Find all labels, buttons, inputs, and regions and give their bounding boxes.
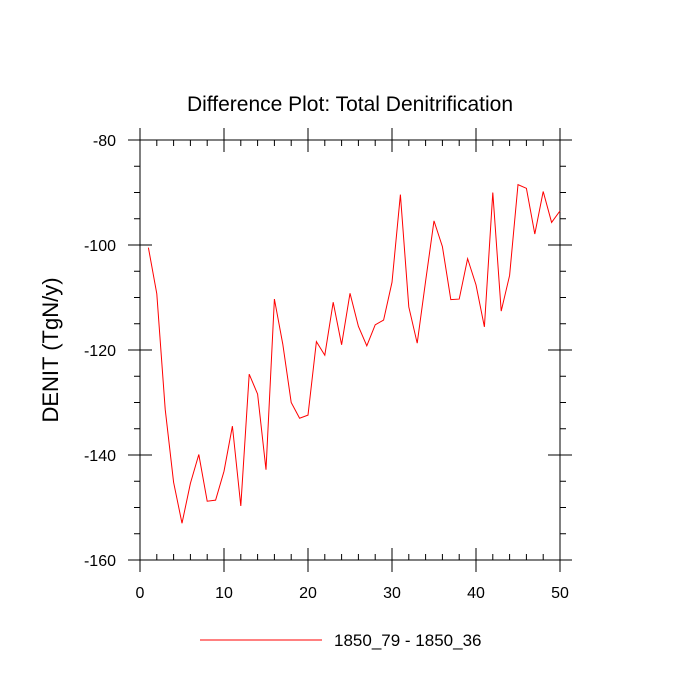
plot-frame — [139, 139, 561, 561]
y-tick-label: -100 — [84, 238, 116, 255]
y-tick-label: -140 — [84, 448, 116, 465]
x-tick-labels: 0 10 20 30 40 50 — [136, 585, 569, 602]
legend: 1850_79 - 1850_36 — [200, 631, 481, 650]
y-major-ticks — [128, 139, 572, 561]
series-line — [147, 183, 561, 524]
y-tick-label: -80 — [93, 133, 116, 150]
y-tick-labels: -160 -140 -120 -100 -80 — [84, 133, 116, 570]
x-minor-ticks — [156, 140, 544, 560]
x-tick-label: 30 — [383, 585, 401, 602]
y-minor-ticks — [134, 165, 566, 535]
y-tick-label: -160 — [84, 553, 116, 570]
x-major-ticks — [139, 128, 561, 572]
x-tick-label: 40 — [467, 585, 485, 602]
legend-label: 1850_79 - 1850_36 — [334, 631, 481, 650]
x-tick-label: 50 — [551, 585, 569, 602]
x-tick-label: 20 — [299, 585, 317, 602]
x-tick-label: 0 — [136, 585, 145, 602]
y-tick-label: -120 — [84, 343, 116, 360]
chart-title: Difference Plot: Total Denitrification — [187, 93, 513, 116]
x-tick-label: 10 — [215, 585, 233, 602]
series-layer — [147, 183, 561, 524]
y-axis-label: DENIT (TgN/y) — [38, 277, 63, 422]
